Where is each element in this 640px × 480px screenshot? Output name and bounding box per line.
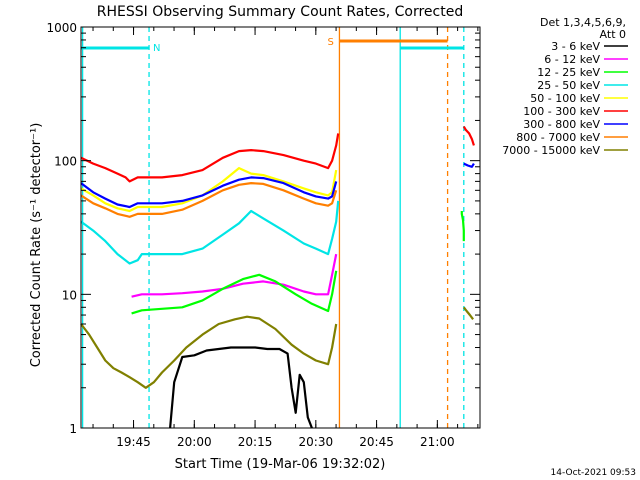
legend-entry-label: 3 - 6 keV [551, 40, 600, 53]
series-800-7000-kev-line [80, 182, 338, 218]
y-tick-label: 10 [62, 288, 77, 302]
legend-header: Att 0 [600, 28, 626, 41]
legend-entry-label: 100 - 300 keV [523, 105, 600, 118]
x-label-suffix: ) [380, 457, 385, 472]
axes: 19:45 20:00 20:15 20:30 20:45 21:00 1 10 100 1000 [46, 21, 481, 449]
legend-entry-label: 12 - 25 keV [537, 66, 600, 79]
x-axis-label: Start Time (19-Mar-06 19:32:02) [175, 457, 386, 472]
x-tick-label: 20:15 [238, 435, 273, 449]
timestamp: 14-Oct-2021 09:53 [551, 468, 636, 478]
series-100-300-kev-line-late [462, 125, 475, 146]
x-tick-label: 20:45 [359, 435, 394, 449]
y-axis-label: Corrected Count Rate (s⁻¹ detector⁻¹) [29, 123, 44, 368]
series-12-25-kev-line-late [460, 211, 465, 242]
flag-bars: NS [81, 37, 464, 54]
series-300-800-kev-line [80, 176, 338, 209]
series-group [80, 125, 475, 429]
series-100-300-kev-line [80, 133, 340, 183]
chart-title: RHESSI Observing Summary Count Rates, Co… [97, 4, 463, 20]
series-50-100-kev-line [80, 167, 338, 213]
legend-entry-label: 50 - 100 keV [530, 92, 600, 105]
legend-header: Det 1,3,4,5,6,9, [540, 16, 626, 29]
y-tick-label: 1000 [46, 21, 77, 35]
legend-entry-label: 300 - 800 keV [523, 118, 600, 131]
plot-frame [80, 26, 481, 429]
x-tick-label: 19:45 [116, 435, 151, 449]
series-300-800-kev-line-late [463, 162, 475, 168]
legend-entry-label: 800 - 7000 keV [516, 131, 600, 144]
series-3-6-kev-line [169, 346, 313, 429]
legend-entry-label: 6 - 12 keV [544, 53, 600, 66]
legend-entry-label: 25 - 50 keV [537, 79, 600, 92]
series-6-12-kev-line [131, 253, 338, 298]
x-tick-label: 20:30 [299, 435, 334, 449]
series-25-50-kev-line [80, 200, 340, 265]
y-tick-label: 1 [69, 422, 77, 436]
series-7000-15000-kev-line [80, 315, 338, 389]
legend-entry-label: 7000 - 15000 keV [502, 144, 600, 157]
y-tick-label: 100 [54, 155, 77, 169]
x-tick-label: 21:00 [420, 435, 455, 449]
plot-area [81, 27, 480, 428]
flag-label: N [153, 43, 160, 54]
series-12-25-kev-line [131, 270, 338, 315]
x-label-start-time: 19-Mar-06 19:32:02 [252, 457, 381, 472]
flag-label: S [327, 37, 333, 48]
x-tick-label: 20:00 [177, 435, 212, 449]
x-label-prefix: Start Time ( [175, 457, 252, 472]
series-7000-15000-kev-line-late [462, 306, 474, 320]
plot-background [81, 27, 480, 428]
